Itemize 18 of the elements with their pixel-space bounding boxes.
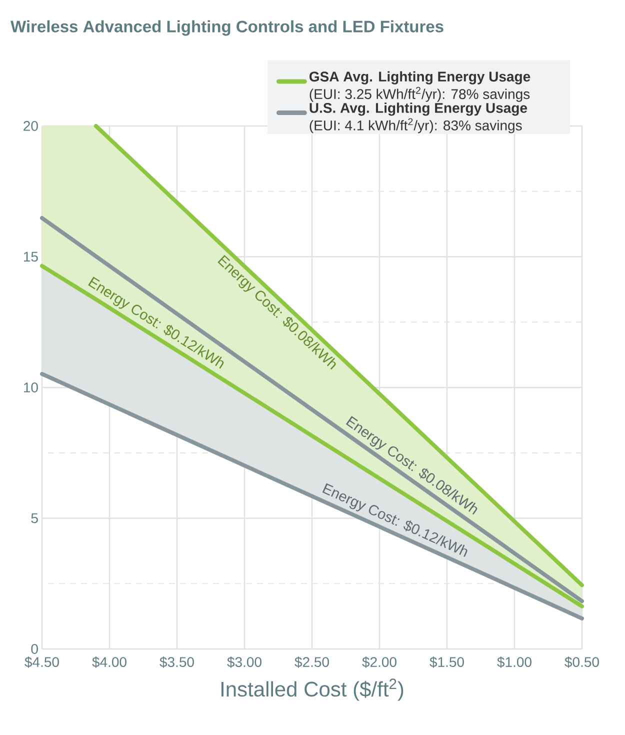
y-tick-label: 20 [24, 121, 38, 131]
legend-label: U.S. Avg. Lighting Energy Usage (EUI: 4.1 kWh/ft$^{2}$/yr): 83% savings [310, 102, 528, 134]
chart-title: Wireless Advanced Lighting Controls and LED Fixtures [10, 20, 444, 36]
x-tick-label: $4.50 [24, 656, 59, 668]
x-axis-title: Installed Cost ($/ft$^{2}$) [221, 678, 404, 701]
y-tick-label: 0 [31, 644, 38, 654]
x-tick-label: $2.50 [294, 656, 329, 668]
x-tick-label: $1.50 [430, 656, 464, 668]
x-tick-label: $3.50 [160, 656, 194, 668]
y-tick-label: 10 [24, 382, 38, 392]
x-tick-label: $2.00 [362, 656, 396, 668]
x-tick-label: $1.00 [497, 656, 532, 668]
x-tick-label: $3.00 [227, 656, 262, 668]
legend-label: GSA Avg. Lighting Energy Usage (EUI: 3.25 kWh/ft$^{2}$/yr): 78% savings [309, 71, 530, 102]
y-tick-label: 5 [31, 513, 38, 524]
y-tick-label: 15 [24, 252, 38, 262]
x-tick-label: $0.50 [564, 656, 599, 668]
x-tick-label: $4.00 [92, 656, 126, 668]
